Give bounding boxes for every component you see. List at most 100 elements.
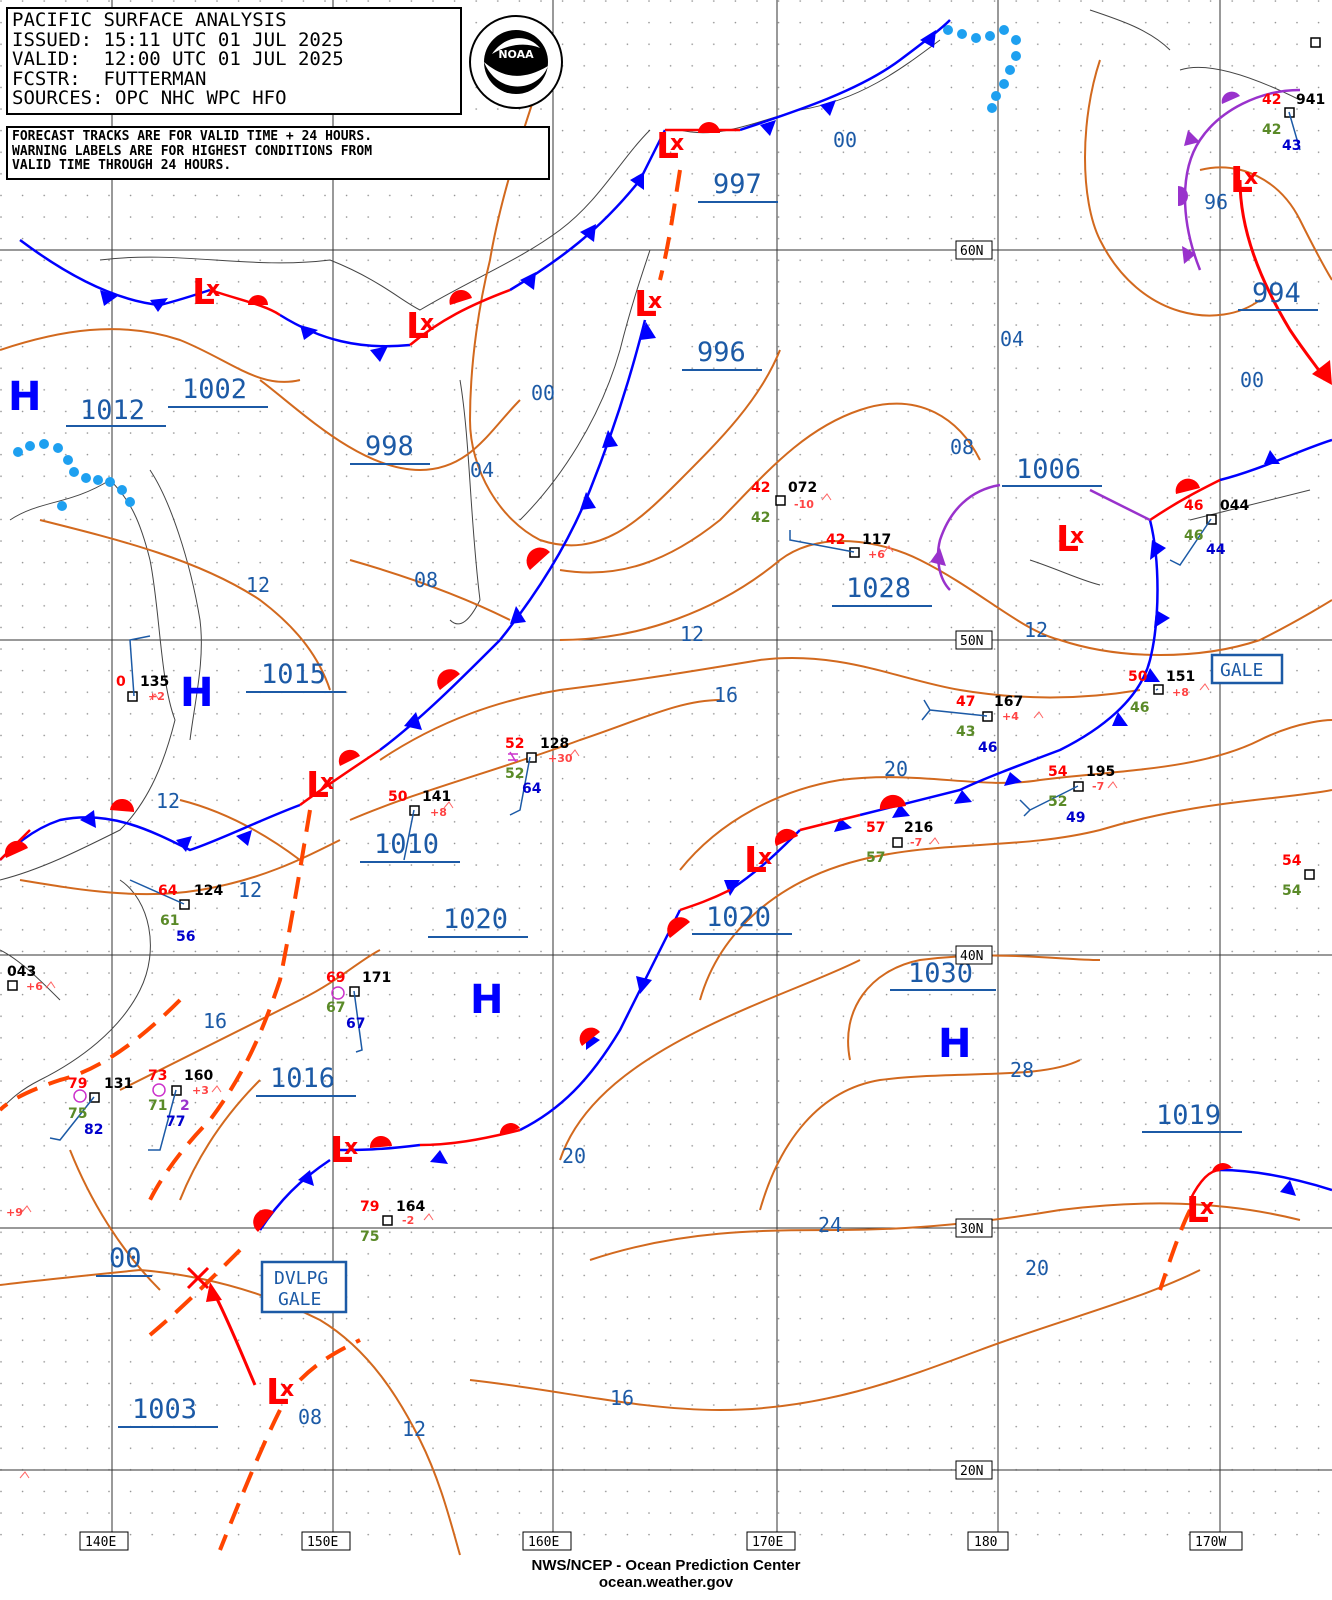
- note-line: FORECAST TRACKS ARE FOR VALID TIME + 24 …: [12, 129, 373, 144]
- svg-text:-7: -7: [910, 836, 922, 849]
- svg-text:71: 71: [148, 1098, 167, 1114]
- high-center: H: [470, 977, 503, 1023]
- svg-text:47: 47: [956, 694, 975, 710]
- svg-text:43: 43: [1282, 138, 1301, 154]
- svg-text:NOAA: NOAA: [498, 48, 534, 61]
- isobar-label: 12: [402, 1417, 426, 1441]
- developing-x: [186, 1266, 210, 1290]
- noaa-logo-icon: NOAA: [469, 15, 563, 109]
- warm-front-bumps: [4, 122, 1232, 1232]
- svg-text:46: 46: [1184, 498, 1203, 514]
- svg-text:61: 61: [160, 913, 179, 929]
- svg-text:x: x: [648, 289, 662, 314]
- svg-text:54: 54: [1282, 853, 1302, 869]
- svg-text:64: 64: [158, 883, 178, 899]
- svg-text:46: 46: [1184, 528, 1203, 544]
- svg-text:44: 44: [1206, 542, 1226, 558]
- svg-text:-2: -2: [402, 1214, 414, 1227]
- svg-text:x: x: [1070, 524, 1084, 549]
- svg-text:82: 82: [84, 1122, 103, 1138]
- pressure-change-ticks: [19, 493, 1210, 1479]
- low-center: L: [1056, 519, 1079, 560]
- svg-text:171: 171: [362, 970, 391, 986]
- developing-label: DVLPG: [274, 1268, 328, 1289]
- lat-label: 60N: [960, 244, 983, 259]
- circle-marks: [73, 986, 345, 1103]
- svg-text:52: 52: [1048, 794, 1067, 810]
- svg-text:x: x: [280, 1377, 294, 1402]
- low-center: L: [744, 840, 767, 881]
- isobar-label: 00: [1240, 368, 1264, 392]
- svg-text:69: 69: [326, 970, 345, 986]
- isobar-label: 04: [470, 458, 494, 482]
- svg-text:0: 0: [116, 674, 126, 690]
- svg-text:77: 77: [166, 1114, 185, 1130]
- axis-labels: 140E 150E 160E 170E 180 170W 60N 50N 40N…: [79, 240, 1243, 1551]
- svg-text:128: 128: [540, 736, 569, 752]
- isobar-label: 28: [1010, 1058, 1034, 1082]
- svg-text:-7: -7: [1092, 780, 1104, 793]
- svg-text:+3: +3: [192, 1084, 209, 1097]
- svg-text:x: x: [206, 277, 220, 302]
- svg-text:73: 73: [148, 1068, 167, 1084]
- svg-text:57: 57: [866, 850, 885, 866]
- svg-text:x: x: [1200, 1195, 1214, 1220]
- lon-label: 170W: [1195, 1535, 1226, 1550]
- agency-url[interactable]: ocean.weather.gov: [598, 1574, 734, 1591]
- lon-label: 180: [974, 1535, 997, 1550]
- low-center: L: [330, 1130, 353, 1171]
- forecast-tracks: [213, 179, 1327, 1386]
- svg-text:x: x: [320, 770, 334, 795]
- svg-text:46: 46: [978, 740, 997, 756]
- lon-label: 140E: [85, 1535, 116, 1550]
- wind-barbs: [49, 111, 1301, 1151]
- svg-text:54: 54: [1282, 883, 1302, 899]
- isobar-label: 08: [950, 435, 974, 459]
- svg-text:49: 49: [1066, 810, 1085, 826]
- warm-fronts: [0, 128, 1221, 1201]
- warning-labels: GALE DVLPG GALE: [260, 653, 1284, 1314]
- occluded-fronts: [936, 88, 1301, 591]
- svg-text:160: 160: [184, 1068, 213, 1084]
- svg-text:42: 42: [1262, 122, 1281, 138]
- center-value: 996: [697, 337, 746, 368]
- svg-text:043: 043: [7, 964, 36, 980]
- center-value: 1019: [1156, 1100, 1221, 1131]
- svg-text:67: 67: [346, 1016, 365, 1032]
- svg-text:164: 164: [396, 1199, 425, 1215]
- track-arrowheads: [206, 360, 1332, 1302]
- svg-text:-10: -10: [794, 498, 814, 511]
- svg-text:141: 141: [422, 789, 451, 805]
- isobar-label: 96: [1204, 190, 1228, 214]
- high-center: H: [938, 1021, 971, 1067]
- center-value: 997: [713, 169, 762, 200]
- svg-text:+6: +6: [26, 980, 43, 993]
- agency-name: NWS/NCEP - Ocean Prediction Center: [531, 1557, 801, 1574]
- svg-text:79: 79: [68, 1076, 87, 1092]
- isobar-label: 20: [884, 757, 908, 781]
- svg-text:57: 57: [866, 820, 885, 836]
- lat-label: 40N: [960, 949, 983, 964]
- lat-label: 30N: [960, 1222, 983, 1237]
- svg-text:42: 42: [751, 510, 770, 526]
- svg-text:+9: +9: [6, 1206, 23, 1219]
- issued-time: ISSUED: 15:11 UTC 01 JUL 2025: [12, 28, 344, 51]
- center-value: 1020: [443, 904, 508, 935]
- isobar-label: 00: [531, 381, 555, 405]
- low-center: L: [656, 126, 679, 167]
- occluded-symbols: [930, 91, 1240, 566]
- high-center: H: [180, 670, 213, 716]
- isobar-label: 08: [298, 1405, 322, 1429]
- valid-time: VALID: 12:00 UTC 01 JUL 2025: [12, 48, 344, 70]
- svg-text:072: 072: [788, 480, 817, 496]
- storm-symbol: [508, 751, 518, 763]
- isobar-label: 20: [562, 1144, 586, 1168]
- svg-text:46: 46: [1130, 700, 1149, 716]
- svg-text:75: 75: [68, 1106, 87, 1122]
- low-center: L: [306, 765, 329, 806]
- map-title: PACIFIC SURFACE ANALYSIS: [12, 9, 287, 31]
- credit-footer: NWS/NCEP - Ocean Prediction Center ocean…: [0, 1557, 1332, 1591]
- isobar-label: 16: [714, 683, 738, 707]
- svg-text:135: 135: [140, 674, 169, 690]
